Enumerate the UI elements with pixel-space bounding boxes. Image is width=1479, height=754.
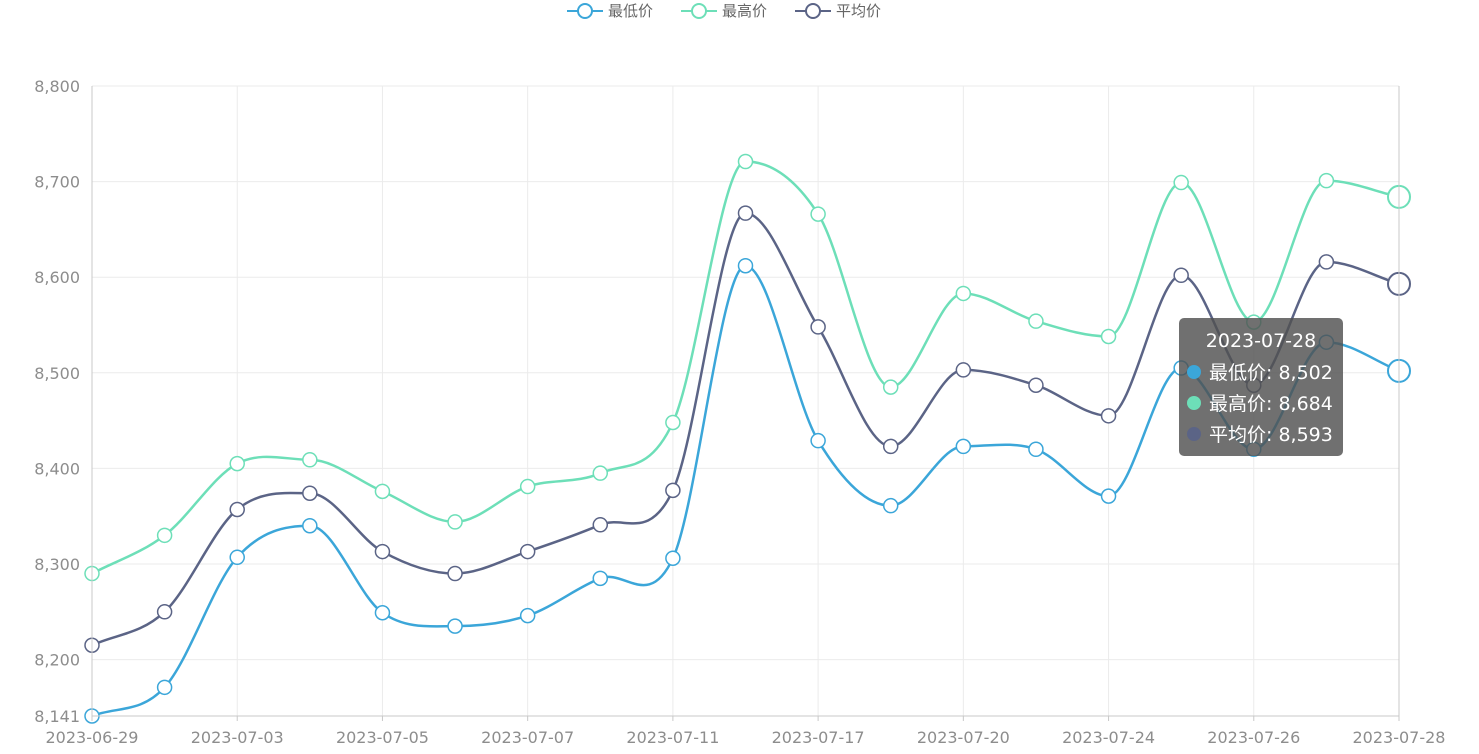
legend-label: 最高价 — [722, 2, 768, 20]
series-dot-icon — [1187, 395, 1201, 410]
x-tick-label: 2023-07-03 — [191, 728, 284, 747]
data-point — [882, 379, 899, 395]
data-point — [882, 497, 899, 514]
data-point — [810, 432, 826, 449]
line-marker-icon — [795, 3, 831, 19]
data-point — [1173, 267, 1189, 284]
data-point — [592, 465, 609, 481]
data-point — [665, 550, 681, 567]
series-line — [91, 160, 1400, 575]
axes: 8,141 8,200 8,300 8,400 8,500 8,600 8,700 8,800… — [34, 77, 1445, 747]
data-point — [665, 414, 681, 431]
grid — [92, 85, 1399, 716]
x-tick-label: 2023-07-17 — [772, 728, 865, 747]
data-point — [1173, 174, 1189, 191]
data-point — [447, 565, 463, 582]
y-tick-label: 8,800 — [34, 77, 80, 96]
y-tick-label: 8,300 — [34, 555, 80, 574]
data-point — [374, 543, 391, 560]
x-tick-label: 2023-07-20 — [917, 728, 1010, 747]
data-point — [1028, 313, 1044, 329]
data-point — [229, 501, 245, 518]
data-point — [447, 618, 463, 634]
data-point — [156, 604, 173, 620]
data-point — [302, 452, 318, 468]
data-point — [810, 206, 826, 222]
x-tick-label: 2023-07-26 — [1207, 728, 1300, 747]
y-tick-label: 8,600 — [34, 268, 80, 287]
legend-label: 平均价 — [836, 2, 882, 20]
legend-item-avg[interactable]: 平均价 — [794, 1, 881, 21]
series-dot-icon — [1187, 426, 1201, 441]
data-point — [882, 438, 899, 455]
y-tick-label: 8,400 — [34, 459, 80, 478]
data-point — [519, 543, 536, 560]
legend: 最低价 最高价 平均价 — [0, 0, 1479, 24]
data-point — [302, 485, 318, 502]
data-point — [519, 478, 536, 495]
line-marker-icon — [681, 3, 717, 19]
data-point — [1100, 488, 1117, 504]
data-point — [1318, 254, 1335, 270]
data-point — [1028, 377, 1044, 393]
data-point — [1028, 441, 1044, 458]
x-tick-label: 2023-06-29 — [46, 728, 139, 747]
tooltip-row-label: 最高价: 8,684 — [1209, 393, 1333, 415]
x-tick-label: 2023-07-11 — [626, 728, 719, 747]
tooltip: 2023-07-28 最低价: 8,502 最高价: 8,684 平均价: 8,… — [1179, 318, 1343, 456]
data-point — [592, 517, 609, 533]
x-tick-label: 2023-07-05 — [336, 728, 429, 747]
data-point — [955, 438, 972, 455]
data-point — [1100, 408, 1117, 424]
legend-item-min[interactable]: 最低价 — [566, 1, 653, 21]
data-point — [810, 319, 826, 335]
data-point — [519, 607, 536, 624]
line-marker-icon — [567, 3, 603, 19]
data-point — [1318, 172, 1335, 189]
data-point — [447, 514, 463, 530]
data-point — [955, 285, 972, 302]
data-point — [229, 455, 245, 472]
tooltip-title: 2023-07-28 — [1205, 330, 1317, 352]
y-tick-label: 8,200 — [34, 651, 80, 670]
y-tick-label: 8,141 — [34, 707, 80, 726]
data-point — [592, 570, 609, 587]
tooltip-row-label: 平均价: 8,593 — [1209, 424, 1333, 446]
y-tick-label: 8,500 — [34, 364, 80, 383]
tooltip-row-max: 最高价: 8,684 — [1179, 387, 1343, 418]
data-point — [665, 482, 681, 499]
data-point — [156, 527, 173, 544]
data-point — [374, 605, 391, 621]
data-point — [955, 362, 972, 378]
data-point — [302, 518, 318, 534]
data-point — [737, 153, 754, 170]
data-point — [737, 257, 754, 274]
x-tick-label: 2023-07-24 — [1062, 728, 1155, 747]
legend-item-max[interactable]: 最高价 — [680, 1, 767, 21]
y-tick-label: 8,700 — [34, 173, 80, 192]
data-point — [1100, 328, 1117, 345]
legend-label: 最低价 — [608, 2, 654, 20]
series-dot-icon — [1187, 364, 1201, 379]
data-point — [374, 483, 391, 500]
data-point — [156, 679, 173, 696]
x-tick-label: 2023-07-07 — [481, 728, 574, 747]
x-tick-label: 2023-07-28 — [1353, 728, 1446, 747]
tooltip-row-label: 最低价: 8,502 — [1209, 362, 1333, 384]
data-point — [229, 549, 245, 566]
tooltip-row-min: 最低价: 8,502 — [1179, 356, 1343, 387]
data-point — [737, 205, 754, 221]
tooltip-row-avg: 平均价: 8,593 — [1179, 418, 1343, 449]
